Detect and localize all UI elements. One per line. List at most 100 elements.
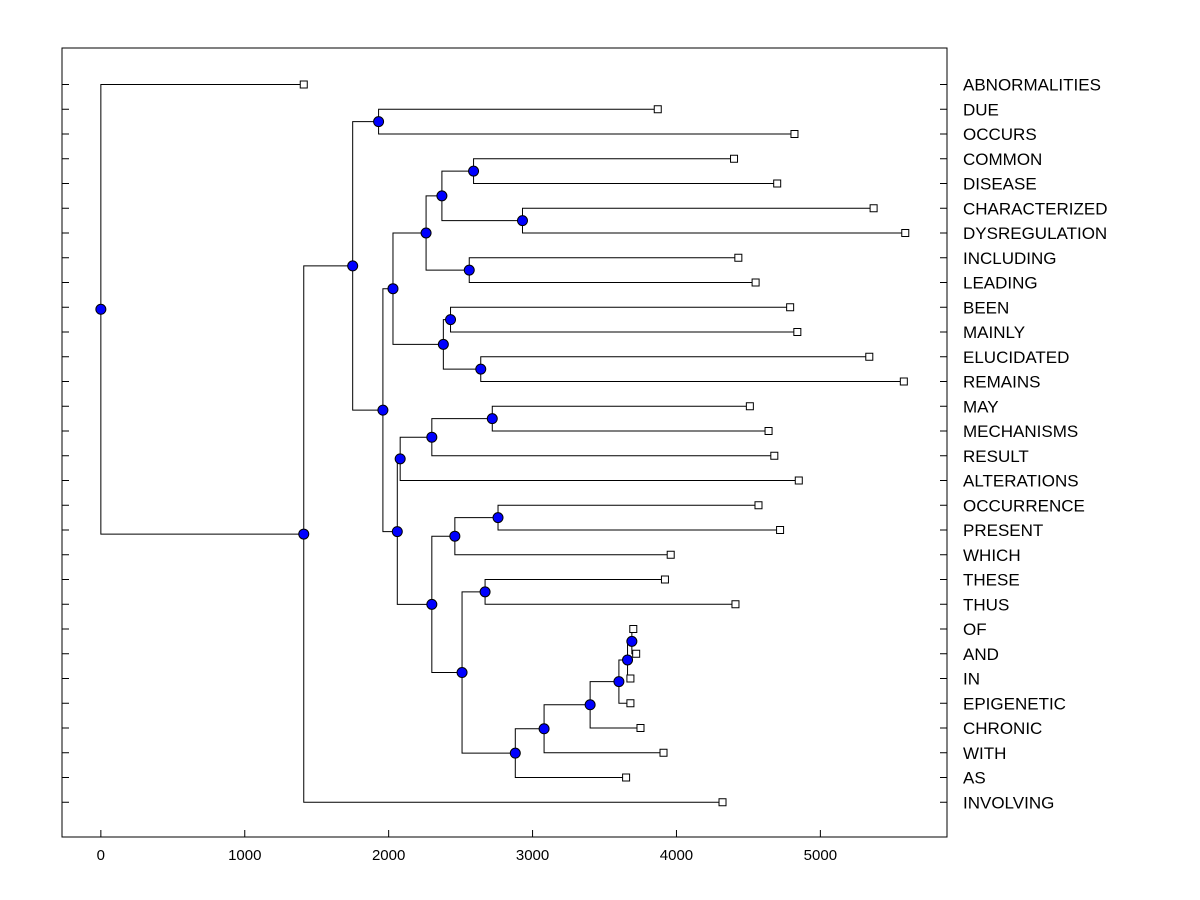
leaf-marker [754,501,763,510]
x-tick-label: 5000 [804,847,837,864]
merge-node-marker [445,314,457,326]
merge-node-marker [509,747,521,759]
dendrogram-link [392,232,444,345]
merge-node-marker [456,667,468,679]
merge-node-marker [622,654,634,666]
leaf-label: THESE [963,571,1020,590]
leaf-marker [773,179,782,188]
leaf-label: THUS [963,595,1009,614]
leaf-label: BEEN [963,298,1009,317]
leaf-marker [745,402,754,411]
merge-node-marker [613,676,625,688]
leaf-labels: ABNORMALITIES DUE OCCURS COMMON DISEASE CHARA… [963,76,1108,813]
dendrogram-link [303,265,723,803]
leaf-marker [622,773,631,782]
dendrogram-link [491,405,769,432]
leaf-label: OCCURRENCE [963,496,1085,515]
x-tick-label: 0 [97,847,105,864]
leaf-marker [869,204,878,213]
leaf-label: WHICH [963,546,1021,565]
leaf-marker [865,352,874,361]
merge-node-marker [420,227,432,239]
leaf-label: MECHANISMS [963,422,1078,441]
merge-node-marker [626,635,638,647]
leaf-marker [770,451,779,460]
leaf-marker [626,699,635,708]
leaf-label: DISEASE [963,175,1037,194]
merge-node-marker [347,260,359,272]
dendrogram-link [399,436,799,481]
leaf-marker [899,377,908,386]
dendrogram-link [441,170,523,222]
leaf-marker [660,575,669,584]
leaf-label: CHARACTERIZED [963,199,1108,218]
leaf-label: IN [963,670,980,689]
leaf-label: PRESENT [963,521,1043,540]
leaf-label: RESULT [963,447,1029,466]
x-tick-label: 4000 [660,847,693,864]
leaf-marker [730,154,739,163]
x-tick-label: 2000 [372,847,405,864]
merge-node-marker [387,283,399,295]
dendrogram-link [543,704,664,754]
leaf-marker [776,526,785,534]
leaf-marker [653,105,662,114]
merge-node-marker [486,413,498,425]
x-axis: 0 1000 2000 3000 4000 5000 [97,830,837,864]
merge-node-marker [516,215,528,227]
leaf-label: AND [963,645,999,664]
dendrogram-link [442,319,481,370]
dendrogram-link [450,306,798,333]
dendrogram-link [484,579,736,605]
merge-node-marker [492,512,504,524]
merge-node-marker [475,363,487,375]
leaf-label: ALTERATIONS [963,472,1079,491]
dendrogram-link [461,591,516,754]
leaf-marker [793,328,802,336]
merge-node-marker [436,190,448,202]
dendrogram-link [454,517,671,556]
merge-node-marker [479,586,491,598]
node-markers [95,116,638,759]
leaf-label: INVOLVING [963,793,1054,812]
leaf-label: OF [963,620,987,639]
leaf-marker [734,253,743,262]
leaf-marker [786,303,795,312]
leaf-marker [299,80,308,89]
merge-node-marker [437,338,449,350]
leaf-label: ELUCIDATED [963,348,1069,367]
merge-node-marker [377,404,389,416]
dendrogram-link [497,504,781,531]
leaf-marker [794,476,803,485]
dendrogram-link [431,418,775,457]
leaf-label: LEADING [963,274,1038,293]
merge-node-marker [463,264,475,276]
leaf-marker [790,130,799,138]
leaf-label: ABNORMALITIES [963,76,1101,95]
dendrogram-link [378,108,795,135]
merge-node-marker [584,699,596,711]
y-ticks [62,84,947,803]
leaf-label: AS [963,769,986,788]
leaf-marker [632,649,641,658]
x-tick-label: 1000 [228,847,261,864]
leaf-marker [626,674,635,683]
leaf-marker [666,550,675,559]
leaf-label: WITH [963,744,1006,763]
leaf-label: OCCURS [963,125,1037,144]
leaf-marker [751,278,760,287]
dendrogram-link [100,84,304,535]
merge-node-marker [373,116,385,128]
plot-frame [61,47,948,838]
leaf-label: MAINLY [963,323,1025,342]
merge-node-marker [538,723,550,735]
leaf-label: REMAINS [963,373,1040,392]
leaf-label: MAY [963,397,999,416]
leaf-marker [718,798,727,807]
leaf-label: INCLUDING [963,249,1057,268]
leaf-marker [629,625,638,633]
merge-node-marker [449,530,461,542]
leaf-label: DYSREGULATION [963,224,1107,243]
merge-node-marker [426,598,438,610]
merge-node-marker [298,528,310,540]
